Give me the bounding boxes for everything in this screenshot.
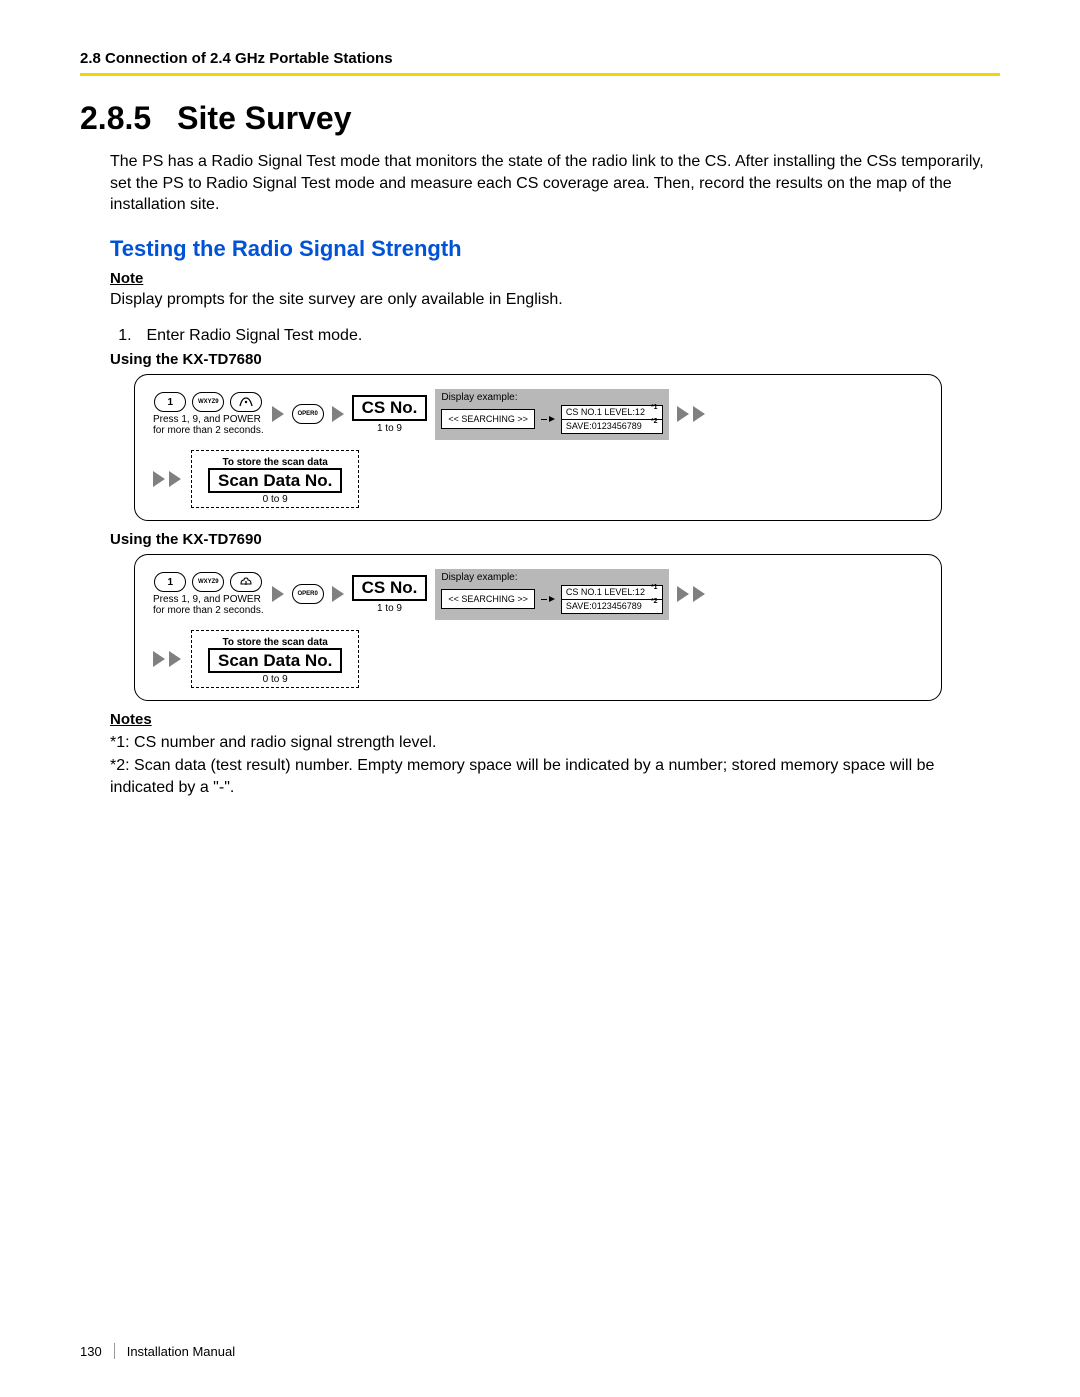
step-1: Enter Radio Signal Test mode. — [136, 327, 1000, 345]
key-9: WXYZ9 — [192, 572, 224, 592]
scan-data-field: Scan Data No. — [208, 468, 342, 493]
key-1: 1 — [154, 572, 186, 592]
scan-data-field: Scan Data No. — [208, 648, 342, 673]
page-header: 2.8 Connection of 2.4 GHz Portable Stati… — [80, 50, 1000, 76]
display-example: Display example: << SEARCHING >> CS NO.1… — [435, 569, 668, 620]
footnote-2: *2: Scan data (test result) number. Empt… — [110, 755, 1000, 798]
cs-no-field: CS No. — [352, 575, 428, 601]
intro-paragraph: The PS has a Radio Signal Test mode that… — [110, 151, 1000, 216]
press-caption: Press 1, 9, and POWERfor more than 2 sec… — [153, 414, 264, 436]
footnote-1: *1: CS number and radio signal strength … — [110, 732, 1000, 754]
arrow-icon — [272, 586, 284, 602]
footer-title: Installation Manual — [127, 1344, 235, 1359]
arrow-icon — [272, 406, 284, 422]
scan-data-group: To store the scan data Scan Data No. 0 t… — [191, 450, 359, 508]
section-number: 2.8.5 — [80, 100, 151, 137]
double-arrow-icon — [677, 586, 705, 602]
note-heading: Note — [110, 270, 1000, 287]
note-text: Display prompts for the site survey are … — [110, 291, 1000, 309]
display-header: Display example: — [441, 572, 662, 583]
step-list: Enter Radio Signal Test mode. — [110, 327, 1000, 345]
step-1-text: Enter Radio Signal Test mode. — [146, 327, 362, 344]
page-number: 130 — [80, 1344, 102, 1359]
key-9: WXYZ9 — [192, 392, 224, 412]
section-title: 2.8.5 Site Survey — [80, 100, 1000, 137]
store-title: To store the scan data — [208, 457, 342, 468]
display-result-box: CS NO.1 LEVEL:12*1 SAVE:0123456789*2 — [561, 405, 663, 434]
oper-key: OPER0 — [292, 404, 324, 424]
arrow-icon — [332, 406, 344, 422]
double-arrow-icon — [153, 471, 181, 487]
display-example: Display example: << SEARCHING >> CS NO.1… — [435, 389, 668, 440]
footer-divider — [114, 1343, 115, 1359]
arrow-icon — [332, 586, 344, 602]
scan-range: 0 to 9 — [208, 674, 342, 685]
store-title: To store the scan data — [208, 637, 342, 648]
double-arrow-icon — [677, 406, 705, 422]
power-key-icon — [230, 572, 262, 592]
double-arrow-icon — [153, 651, 181, 667]
subsection-title: Testing the Radio Signal Strength — [110, 236, 1000, 262]
cs-no-field: CS No. — [352, 395, 428, 421]
cs-range: 1 to 9 — [377, 603, 402, 614]
diagram-7680: 1 WXYZ9 Press 1, 9, and POWERfor more th… — [134, 374, 942, 521]
display-searching: << SEARCHING >> — [441, 409, 535, 429]
display-header: Display example: — [441, 392, 662, 403]
power-key-icon — [230, 392, 262, 412]
using-7680-heading: Using the KX-TD7680 — [110, 351, 1000, 368]
arrow-tiny-icon — [549, 596, 555, 602]
oper-key: OPER0 — [292, 584, 324, 604]
display-searching: << SEARCHING >> — [441, 589, 535, 609]
using-7690-heading: Using the KX-TD7690 — [110, 531, 1000, 548]
press-caption: Press 1, 9, and POWERfor more than 2 sec… — [153, 594, 264, 616]
page-footer: 130 Installation Manual — [80, 1343, 235, 1359]
section-name: Site Survey — [177, 100, 351, 136]
diagram-7690: 1 WXYZ9 Press 1, 9, and POWERfor more th… — [134, 554, 942, 701]
scan-range: 0 to 9 — [208, 494, 342, 505]
cs-range: 1 to 9 — [377, 423, 402, 434]
display-result-box: CS NO.1 LEVEL:12*1 SAVE:0123456789*2 — [561, 585, 663, 614]
scan-data-group: To store the scan data Scan Data No. 0 t… — [191, 630, 359, 688]
key-1: 1 — [154, 392, 186, 412]
notes-heading: Notes — [110, 711, 1000, 728]
arrow-tiny-icon — [549, 416, 555, 422]
